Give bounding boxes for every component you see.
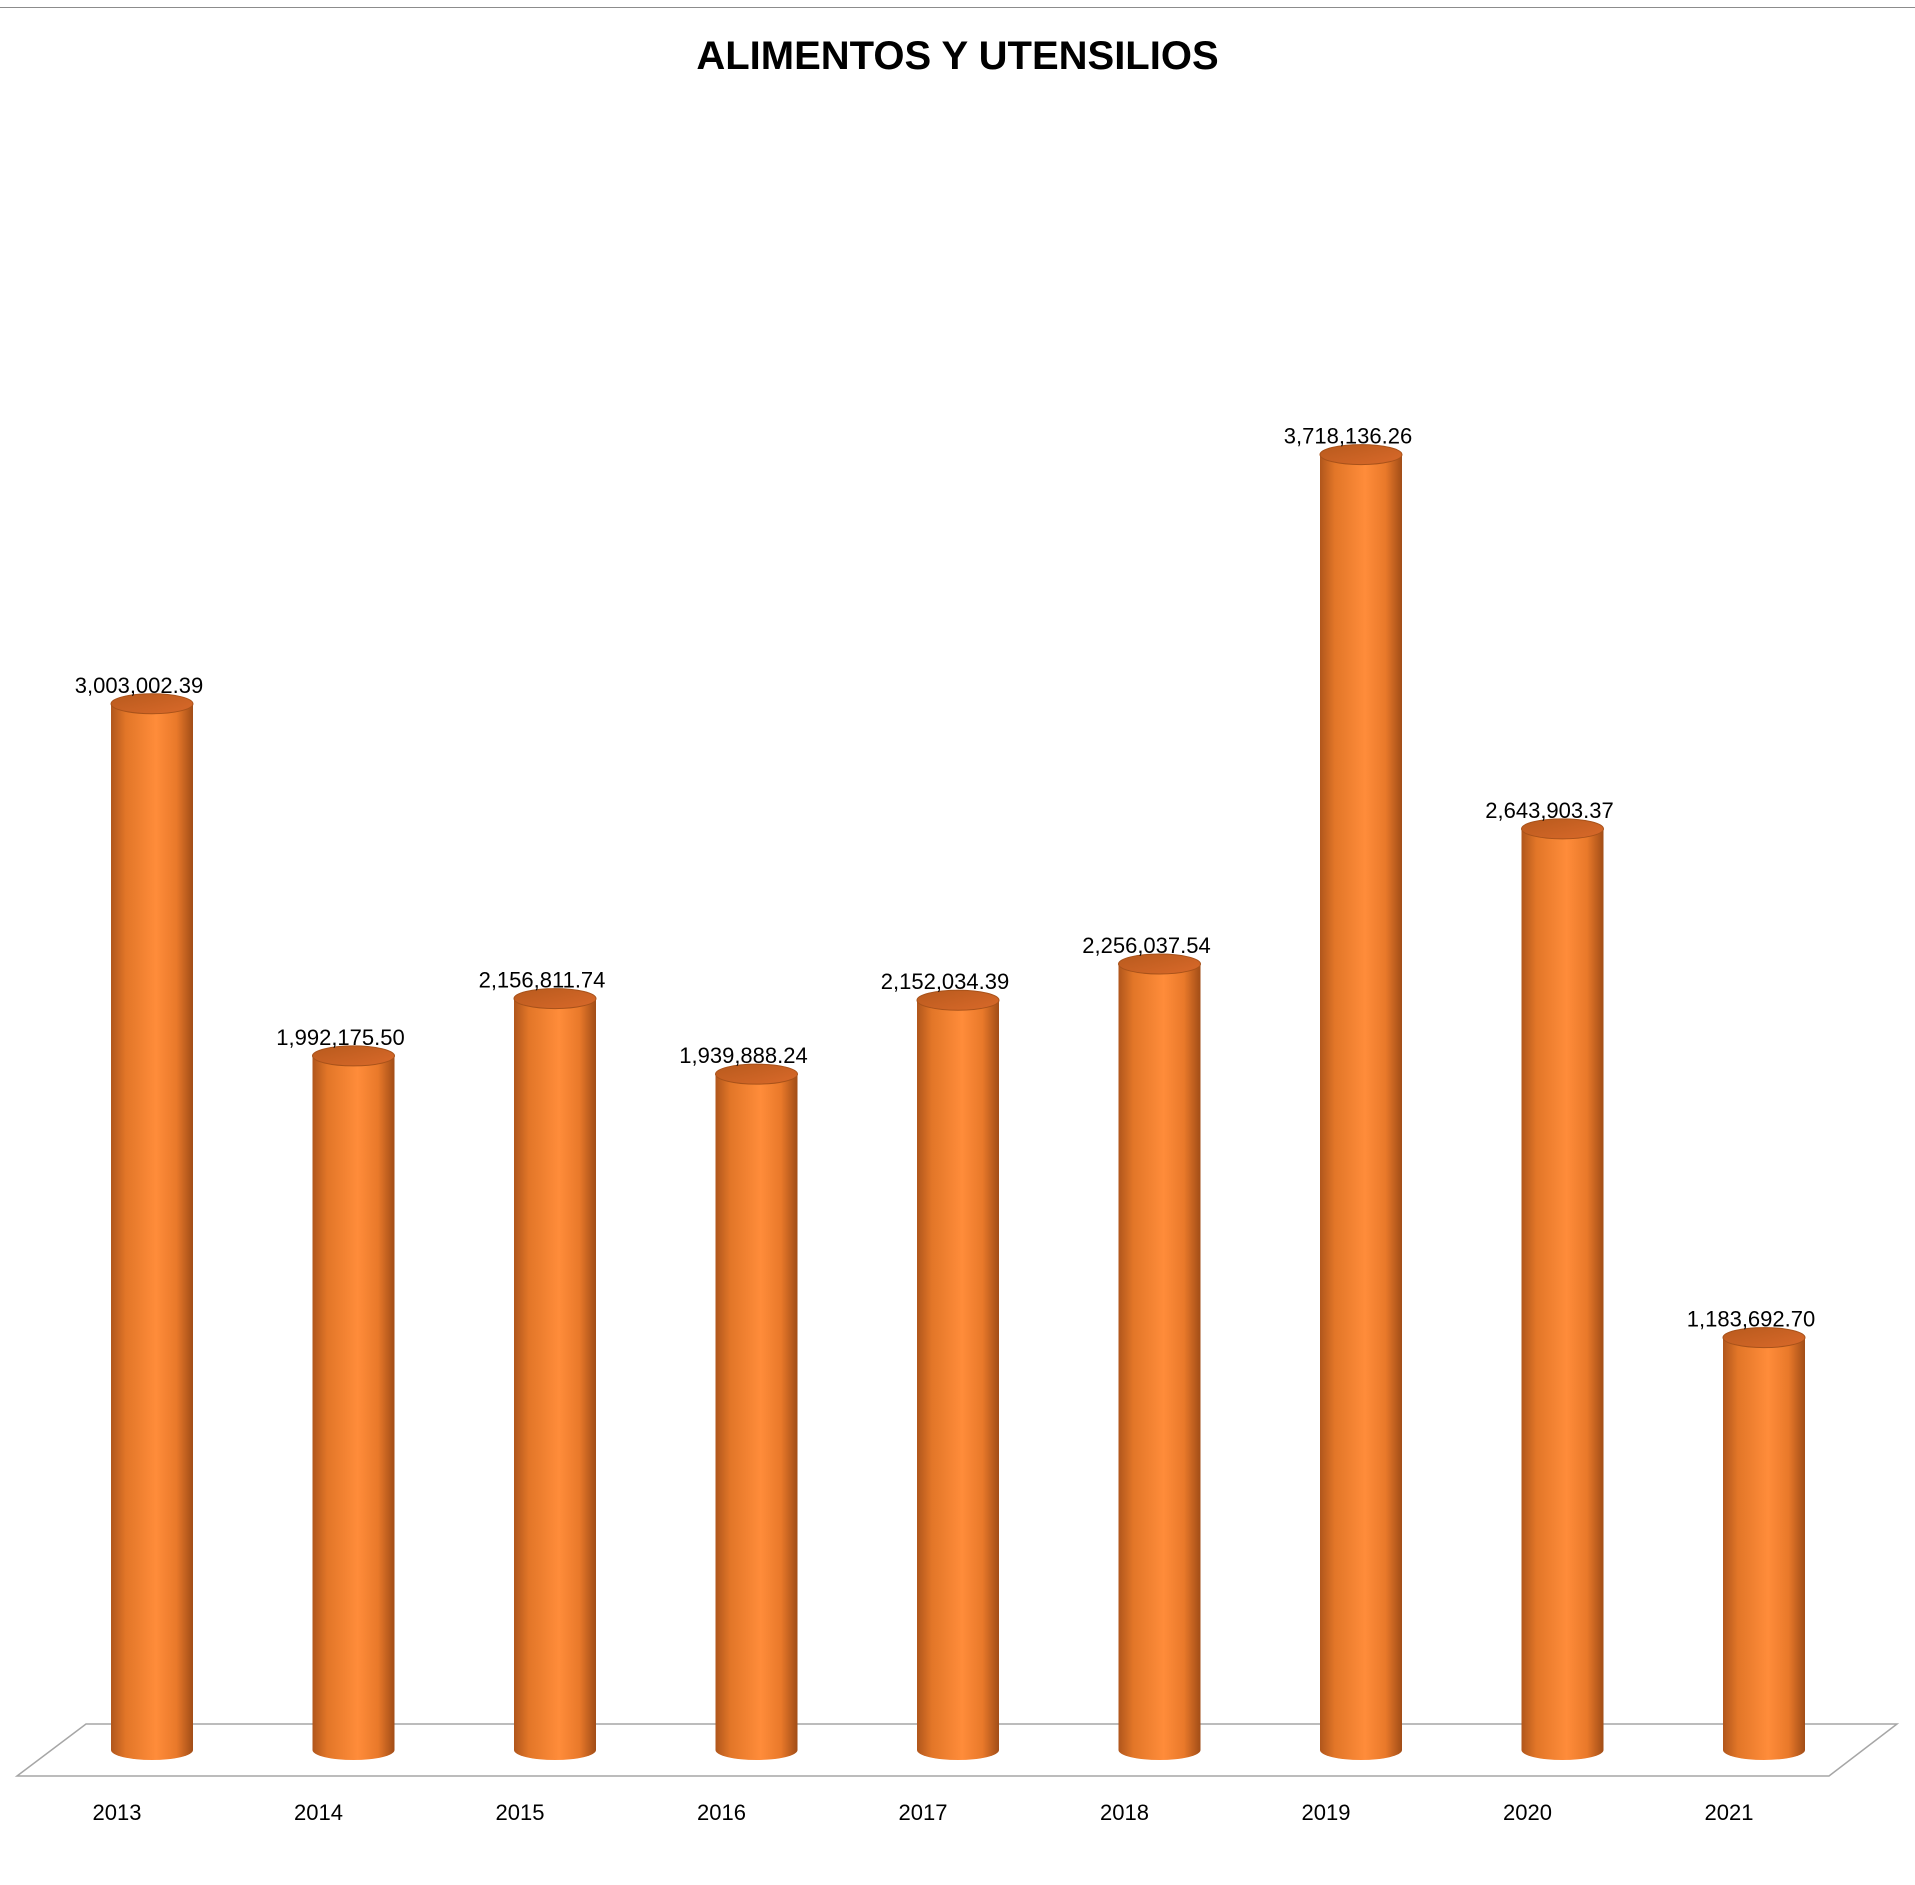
data-label-2015: 2,156,811.74 (479, 968, 606, 993)
data-label-2014: 1,992,175.50 (276, 1025, 404, 1050)
bar-2016 (715, 1063, 798, 1760)
x-tick-2016: 2016 (697, 1800, 746, 1825)
x-tick-2015: 2015 (496, 1800, 545, 1825)
bar-2013 (110, 693, 194, 1761)
data-label-2013: 3,003,002.39 (75, 673, 203, 698)
bar-2020 (1521, 818, 1604, 1760)
data-label-2018: 2,256,037.54 (1082, 933, 1210, 958)
x-tick-2018: 2018 (1100, 1800, 1149, 1825)
bar-series (110, 444, 1806, 1761)
x-tick-2013: 2013 (93, 1800, 142, 1825)
top-border-line (0, 7, 1915, 8)
chart-floor (14, 1723, 1900, 1777)
x-axis-tick-labels: 2013 2014 2015 2016 2017 2018 2019 2020 2021 (93, 1800, 1754, 1825)
x-tick-2019: 2019 (1302, 1800, 1351, 1825)
data-label-2020: 2,643,903.37 (1485, 798, 1613, 823)
x-tick-2021: 2021 (1705, 1800, 1754, 1825)
bar-2017 (916, 989, 1000, 1760)
data-label-2016: 1,939,888.24 (679, 1043, 807, 1068)
data-label-2019: 3,718,136.26 (1284, 424, 1412, 449)
data-labels: 3,003,002.39 1,992,175.50 2,156,811.74 1,93… (75, 424, 1815, 1332)
bar-2014 (312, 1045, 395, 1760)
bar-2018 (1118, 953, 1201, 1760)
data-label-2021: 1,183,692.70 (1687, 1307, 1815, 1332)
data-label-2017: 2,152,034.39 (881, 969, 1009, 994)
bar-2021 (1722, 1327, 1806, 1760)
x-tick-2014: 2014 (294, 1800, 343, 1825)
x-tick-2020: 2020 (1503, 1800, 1552, 1825)
bar-2019 (1319, 444, 1403, 1760)
bar-2015 (513, 988, 597, 1760)
x-tick-2017: 2017 (899, 1800, 948, 1825)
chart-title: ALIMENTOS Y UTENSILIOS (696, 34, 1219, 78)
